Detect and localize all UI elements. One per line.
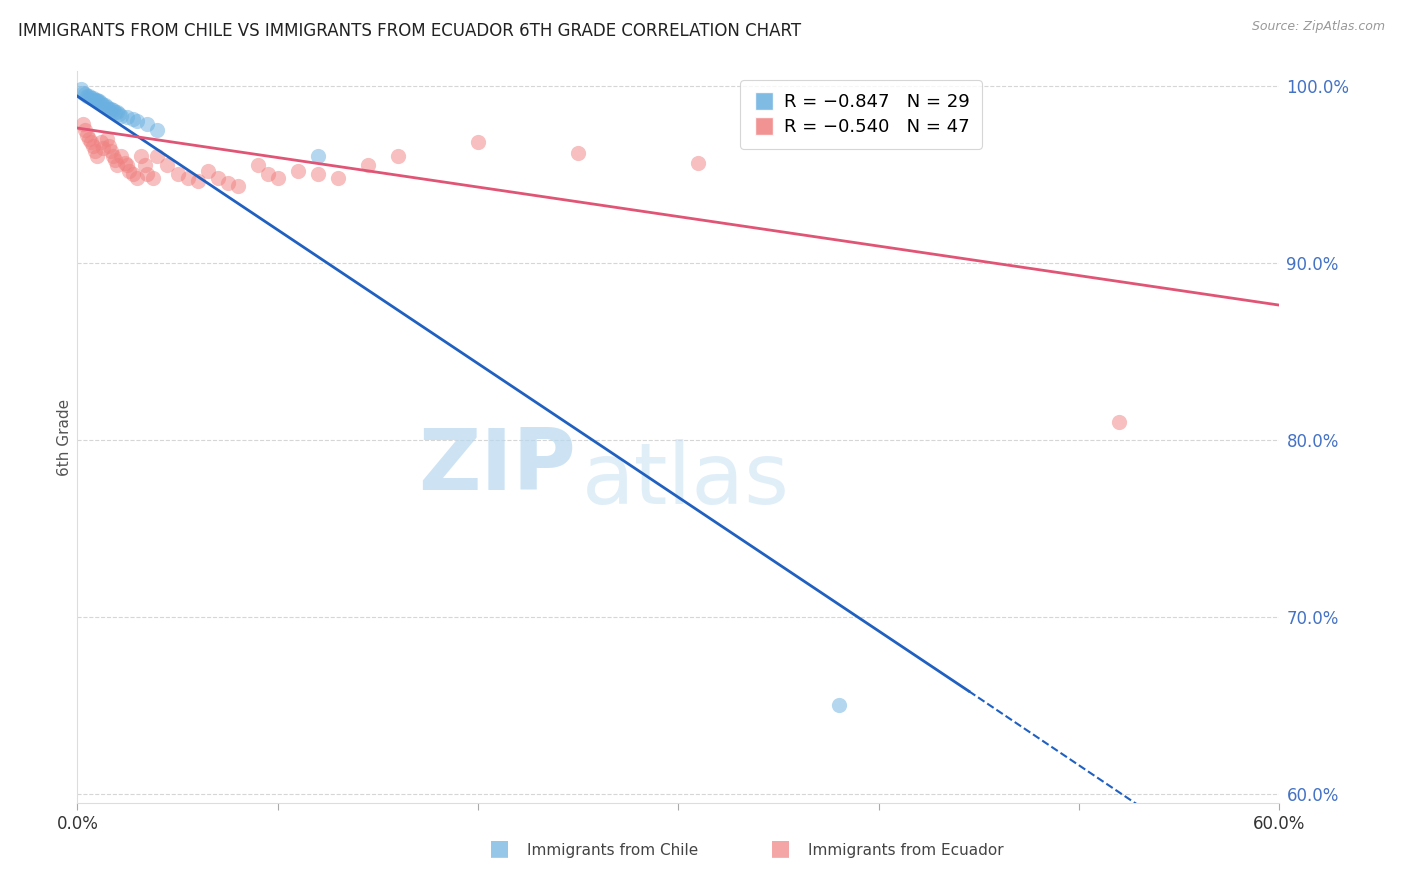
Point — [117, 158, 139, 172]
Point — [567, 145, 589, 160]
Point — [110, 109, 132, 123]
Text: Immigrants from Ecuador: Immigrants from Ecuador — [808, 843, 1004, 858]
Point — [75, 123, 97, 137]
Point — [387, 149, 409, 163]
Point — [93, 98, 115, 112]
Point — [142, 170, 165, 185]
Point — [146, 149, 169, 163]
Point — [688, 156, 710, 170]
Point — [103, 103, 125, 118]
Point — [90, 96, 112, 111]
Point — [76, 89, 98, 103]
Point — [357, 158, 380, 172]
Point — [90, 135, 112, 149]
Text: ■: ■ — [770, 838, 790, 858]
Point — [100, 144, 122, 158]
Point — [98, 138, 121, 153]
Text: ■: ■ — [489, 838, 509, 858]
Point — [256, 167, 278, 181]
Text: atlas: atlas — [582, 440, 790, 523]
Point — [114, 156, 136, 170]
Point — [166, 167, 188, 181]
Point — [134, 158, 156, 172]
Point — [96, 131, 118, 145]
Text: Immigrants from Chile: Immigrants from Chile — [527, 843, 699, 858]
Point — [86, 93, 108, 107]
Point — [226, 179, 249, 194]
Point — [104, 153, 127, 167]
Text: IMMIGRANTS FROM CHILE VS IMMIGRANTS FROM ECUADOR 6TH GRADE CORRELATION CHART: IMMIGRANTS FROM CHILE VS IMMIGRANTS FROM… — [18, 22, 801, 40]
Point — [98, 102, 121, 116]
Point — [103, 149, 125, 163]
Y-axis label: 6th Grade: 6th Grade — [56, 399, 72, 475]
Point — [107, 158, 129, 172]
Point — [108, 107, 131, 121]
Point — [326, 170, 349, 185]
Point — [131, 149, 153, 163]
Legend: R = −0.847   N = 29, R = −0.540   N = 47: R = −0.847 N = 29, R = −0.540 N = 47 — [740, 80, 981, 149]
Point — [86, 95, 108, 109]
Point — [127, 114, 149, 128]
Point — [82, 91, 104, 105]
Point — [70, 82, 93, 96]
Point — [80, 135, 103, 149]
Point — [828, 698, 851, 713]
Point — [84, 93, 107, 107]
Point — [82, 138, 104, 153]
Point — [86, 149, 108, 163]
Text: Source: ZipAtlas.com: Source: ZipAtlas.com — [1251, 20, 1385, 33]
Point — [76, 128, 98, 142]
Point — [110, 149, 132, 163]
Point — [75, 87, 97, 102]
Point — [187, 174, 209, 188]
Point — [94, 98, 117, 112]
Point — [146, 123, 169, 137]
Point — [104, 105, 127, 120]
Point — [176, 170, 198, 185]
Point — [122, 112, 145, 127]
Point — [118, 163, 141, 178]
Point — [246, 158, 269, 172]
Point — [84, 144, 107, 158]
Point — [207, 170, 229, 185]
Text: ZIP: ZIP — [419, 425, 576, 508]
Point — [307, 149, 329, 163]
Point — [107, 105, 129, 120]
Point — [267, 170, 290, 185]
Point — [72, 86, 94, 100]
Point — [156, 158, 179, 172]
Point — [197, 163, 219, 178]
Point — [100, 102, 122, 116]
Point — [307, 167, 329, 181]
Point — [467, 135, 489, 149]
Point — [96, 100, 118, 114]
Point — [72, 118, 94, 132]
Point — [1108, 415, 1130, 429]
Point — [93, 140, 115, 154]
Point — [287, 163, 309, 178]
Point — [136, 167, 159, 181]
Point — [136, 118, 159, 132]
Point — [217, 176, 239, 190]
Point — [80, 91, 103, 105]
Point — [79, 131, 101, 145]
Point — [122, 167, 145, 181]
Point — [117, 111, 139, 125]
Point — [127, 170, 149, 185]
Point — [89, 95, 111, 109]
Point — [79, 89, 101, 103]
